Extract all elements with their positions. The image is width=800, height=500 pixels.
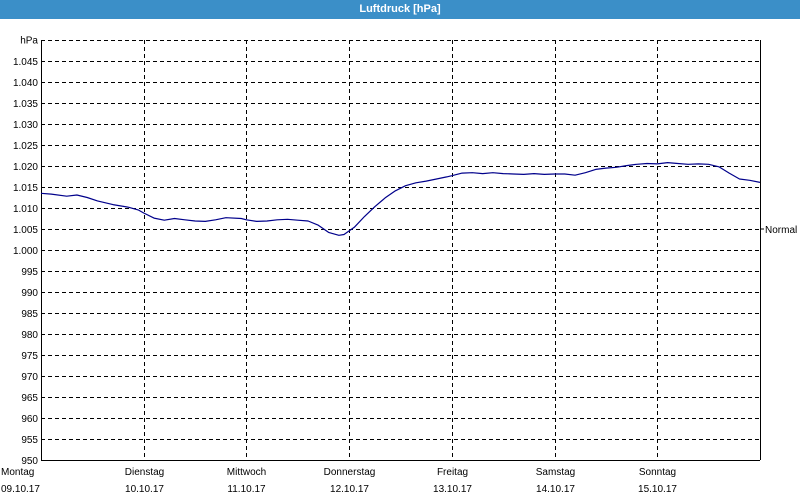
x-tick-day-label: Mittwoch — [227, 467, 266, 478]
y-tick-label: 1.000 — [13, 246, 38, 257]
x-tick-date-label: 12.10.17 — [330, 484, 369, 495]
y-tick-label: 990 — [21, 288, 38, 299]
y-tick-label: 975 — [21, 351, 38, 362]
x-tick-date-label: 14.10.17 — [536, 484, 575, 495]
x-tick-date-label: 11.10.17 — [227, 484, 266, 495]
reference-label: Normal — [765, 225, 797, 236]
chart-title: Luftdruck [hPa] — [0, 0, 800, 19]
y-tick-label: 1.035 — [13, 99, 38, 110]
x-tick-date-label: 15.10.17 — [638, 484, 677, 495]
y-tick-label: 955 — [21, 435, 38, 446]
pressure-chart: 950 955 960 965 970 975 980 985 990 995 1.000 1.005… — [1, 36, 797, 496]
x-tick-day-label: Samstag — [536, 467, 575, 478]
x-tick-day-label: Sonntag — [639, 467, 676, 478]
y-tick-label: 1.025 — [13, 141, 38, 152]
y-tick-label: 960 — [21, 414, 38, 425]
y-tick-label: 985 — [21, 309, 38, 320]
pressure-series-line — [40, 162, 761, 236]
x-tick-date-label: 10.10.17 — [125, 484, 164, 495]
y-tick-label: 1.030 — [13, 120, 38, 131]
x-tick-day-label: Montag — [1, 467, 34, 478]
x-tick-day-label: Freitag — [437, 467, 468, 478]
x-tick-day-label: Donnerstag — [324, 467, 376, 478]
x-tick-date-label: 13.10.17 — [433, 484, 472, 495]
y-tick-label: 950 — [21, 456, 38, 467]
y-axis-label: hPa — [20, 36, 38, 47]
y-tick-label: 1.045 — [13, 57, 38, 68]
y-tick-label: 995 — [21, 267, 38, 278]
y-tick-label: 965 — [21, 393, 38, 404]
y-tick-label: 1.005 — [13, 225, 38, 236]
y-tick-label: 1.020 — [13, 162, 38, 173]
y-tick-label: 1.010 — [13, 204, 38, 215]
y-tick-label: 970 — [21, 372, 38, 383]
x-tick-day-label: Dienstag — [125, 467, 164, 478]
y-tick-label: 1.040 — [13, 78, 38, 89]
y-tick-label: 980 — [21, 330, 38, 341]
x-tick-date-label: 09.10.17 — [1, 484, 40, 495]
y-tick-label: 1.015 — [13, 183, 38, 194]
